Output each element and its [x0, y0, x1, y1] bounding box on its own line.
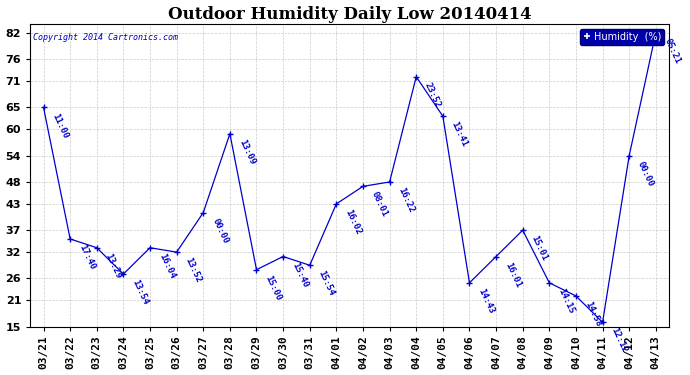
Text: 15:00: 15:00 [264, 274, 283, 302]
Text: 14:43: 14:43 [476, 287, 496, 315]
Text: 00:00: 00:00 [636, 160, 656, 188]
Text: 16:04: 16:04 [157, 252, 177, 280]
Text: Copyright 2014 Cartronics.com: Copyright 2014 Cartronics.com [33, 33, 179, 42]
Text: 13:41: 13:41 [450, 120, 469, 148]
Text: 11:00: 11:00 [50, 112, 70, 140]
Text: 15:01: 15:01 [530, 234, 549, 262]
Text: 16:01: 16:01 [503, 261, 522, 289]
Legend: Humidity  (%): Humidity (%) [580, 29, 664, 45]
Text: 14:58: 14:58 [583, 300, 602, 328]
Text: 23:52: 23:52 [423, 81, 443, 109]
Text: 13:29: 13:29 [104, 252, 124, 280]
Text: 16:02: 16:02 [344, 208, 363, 236]
Text: 16:22: 16:22 [397, 186, 416, 214]
Text: 17:40: 17:40 [77, 243, 97, 271]
Text: 15:54: 15:54 [317, 270, 336, 298]
Text: 00:00: 00:00 [210, 217, 230, 245]
Title: Outdoor Humidity Daily Low 20140414: Outdoor Humidity Daily Low 20140414 [168, 6, 531, 22]
Text: 08:01: 08:01 [370, 190, 389, 219]
Text: 05:21: 05:21 [663, 37, 682, 65]
Text: 13:09: 13:09 [237, 138, 256, 166]
Text: 12:12: 12:12 [609, 327, 629, 355]
Text: 15:40: 15:40 [290, 261, 310, 289]
Text: 13:52: 13:52 [184, 256, 203, 285]
Text: 13:54: 13:54 [130, 278, 150, 306]
Text: 14:15: 14:15 [556, 287, 575, 315]
